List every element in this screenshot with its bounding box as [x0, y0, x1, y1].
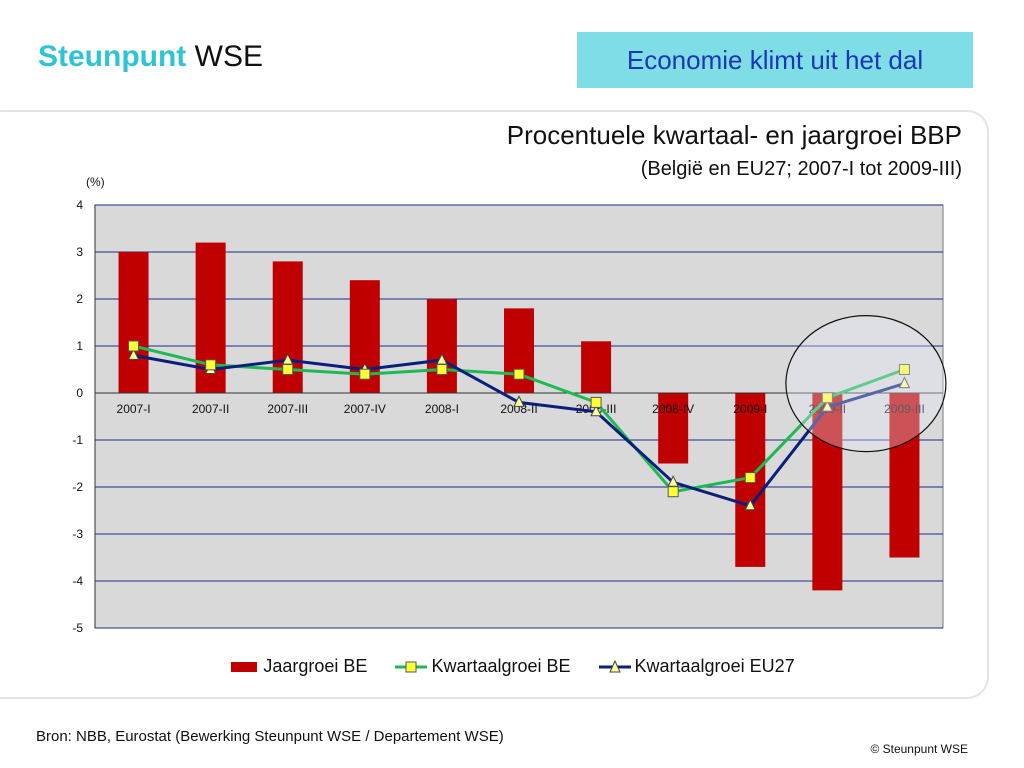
bar-jaargroei	[889, 393, 920, 558]
y-tick-label: -2	[72, 480, 83, 494]
marker-eu27	[744, 498, 757, 511]
marker-be	[590, 396, 602, 408]
chart-title: Procentuele kwartaal- en jaargroei BBP	[506, 120, 962, 150]
y-tick-label: 2	[76, 292, 83, 306]
y-tick-label: -5	[72, 621, 83, 635]
legend-label: Jaargroei BE	[263, 656, 368, 676]
y-tick-label: 1	[76, 339, 83, 353]
marker-be	[436, 364, 448, 375]
legend-swatch-line-eu	[598, 659, 631, 672]
x-tick-label: 2007-II	[192, 402, 229, 416]
y-tick-label: -1	[72, 433, 83, 447]
copyright: © Steunpunt WSE	[870, 742, 968, 756]
marker-be	[744, 472, 756, 484]
marker-be	[821, 392, 833, 404]
legend-label: Kwartaalgroei EU27	[634, 656, 795, 676]
x-tick-label: 2007-III	[267, 402, 308, 416]
legend-item-kwartaal-eu: Kwartaalgroei EU27	[598, 656, 795, 677]
marker-eu27	[821, 399, 834, 412]
marker-be	[205, 359, 217, 371]
marker-eu27	[898, 376, 911, 389]
highlight-circle	[785, 315, 947, 453]
legend-swatch-line-be	[395, 661, 428, 672]
x-tick-label: 2007-IV	[344, 402, 386, 416]
bar-jaargroei	[812, 393, 843, 591]
bar-jaargroei	[504, 308, 534, 393]
marker-be	[667, 486, 679, 498]
marker-eu27	[513, 395, 525, 407]
y-tick-label: 3	[76, 245, 83, 259]
marker-eu27	[127, 348, 140, 360]
marker-be	[359, 368, 371, 380]
bar-jaargroei	[426, 299, 457, 393]
slide-title: Economie klimt uit het dal	[577, 32, 973, 88]
y-tick-label: 0	[76, 386, 83, 400]
marker-be	[898, 364, 910, 375]
x-tick-label: 2009-I	[733, 402, 767, 416]
y-axis-unit: (%)	[86, 175, 105, 189]
legend-item-jaargroei: Jaargroei BE	[229, 656, 367, 677]
plot-area	[94, 204, 944, 629]
x-tick-label: 2009-III	[884, 402, 925, 416]
x-tick-label: 2008-I	[425, 402, 459, 416]
logo: Steunpunt WSE	[38, 40, 263, 74]
x-tick-label: 2008-IV	[652, 402, 694, 416]
y-tick-label: 4	[76, 198, 83, 212]
marker-eu27	[590, 404, 602, 417]
x-tick-label: 2007-I	[117, 402, 151, 416]
y-tick-label: -4	[72, 574, 83, 588]
legend-item-kwartaal-be: Kwartaalgroei BE	[395, 656, 571, 677]
y-tick-label: -3	[72, 527, 83, 541]
logo-wse: WSE	[194, 40, 263, 73]
marker-be	[282, 364, 294, 375]
chart-subtitle: (België en EU27; 2007-I tot 2009-III)	[640, 158, 962, 180]
legend-swatch-bar	[231, 661, 258, 672]
source-note: Bron: NBB, Eurostat (Bewerking Steunpunt…	[36, 728, 504, 745]
bar-jaargroei	[581, 341, 612, 393]
logo-steunpunt: Steunpunt	[38, 40, 187, 73]
bar-jaargroei	[658, 393, 689, 464]
bar-jaargroei	[118, 252, 149, 393]
x-tick-label: 2008-II	[500, 402, 537, 416]
legend-label: Kwartaalgroei BE	[431, 656, 571, 676]
marker-be	[128, 340, 140, 352]
marker-be	[513, 368, 525, 380]
legend: Jaargroei BE Kwartaalgroei BE Kwartaalgr…	[0, 656, 1024, 677]
